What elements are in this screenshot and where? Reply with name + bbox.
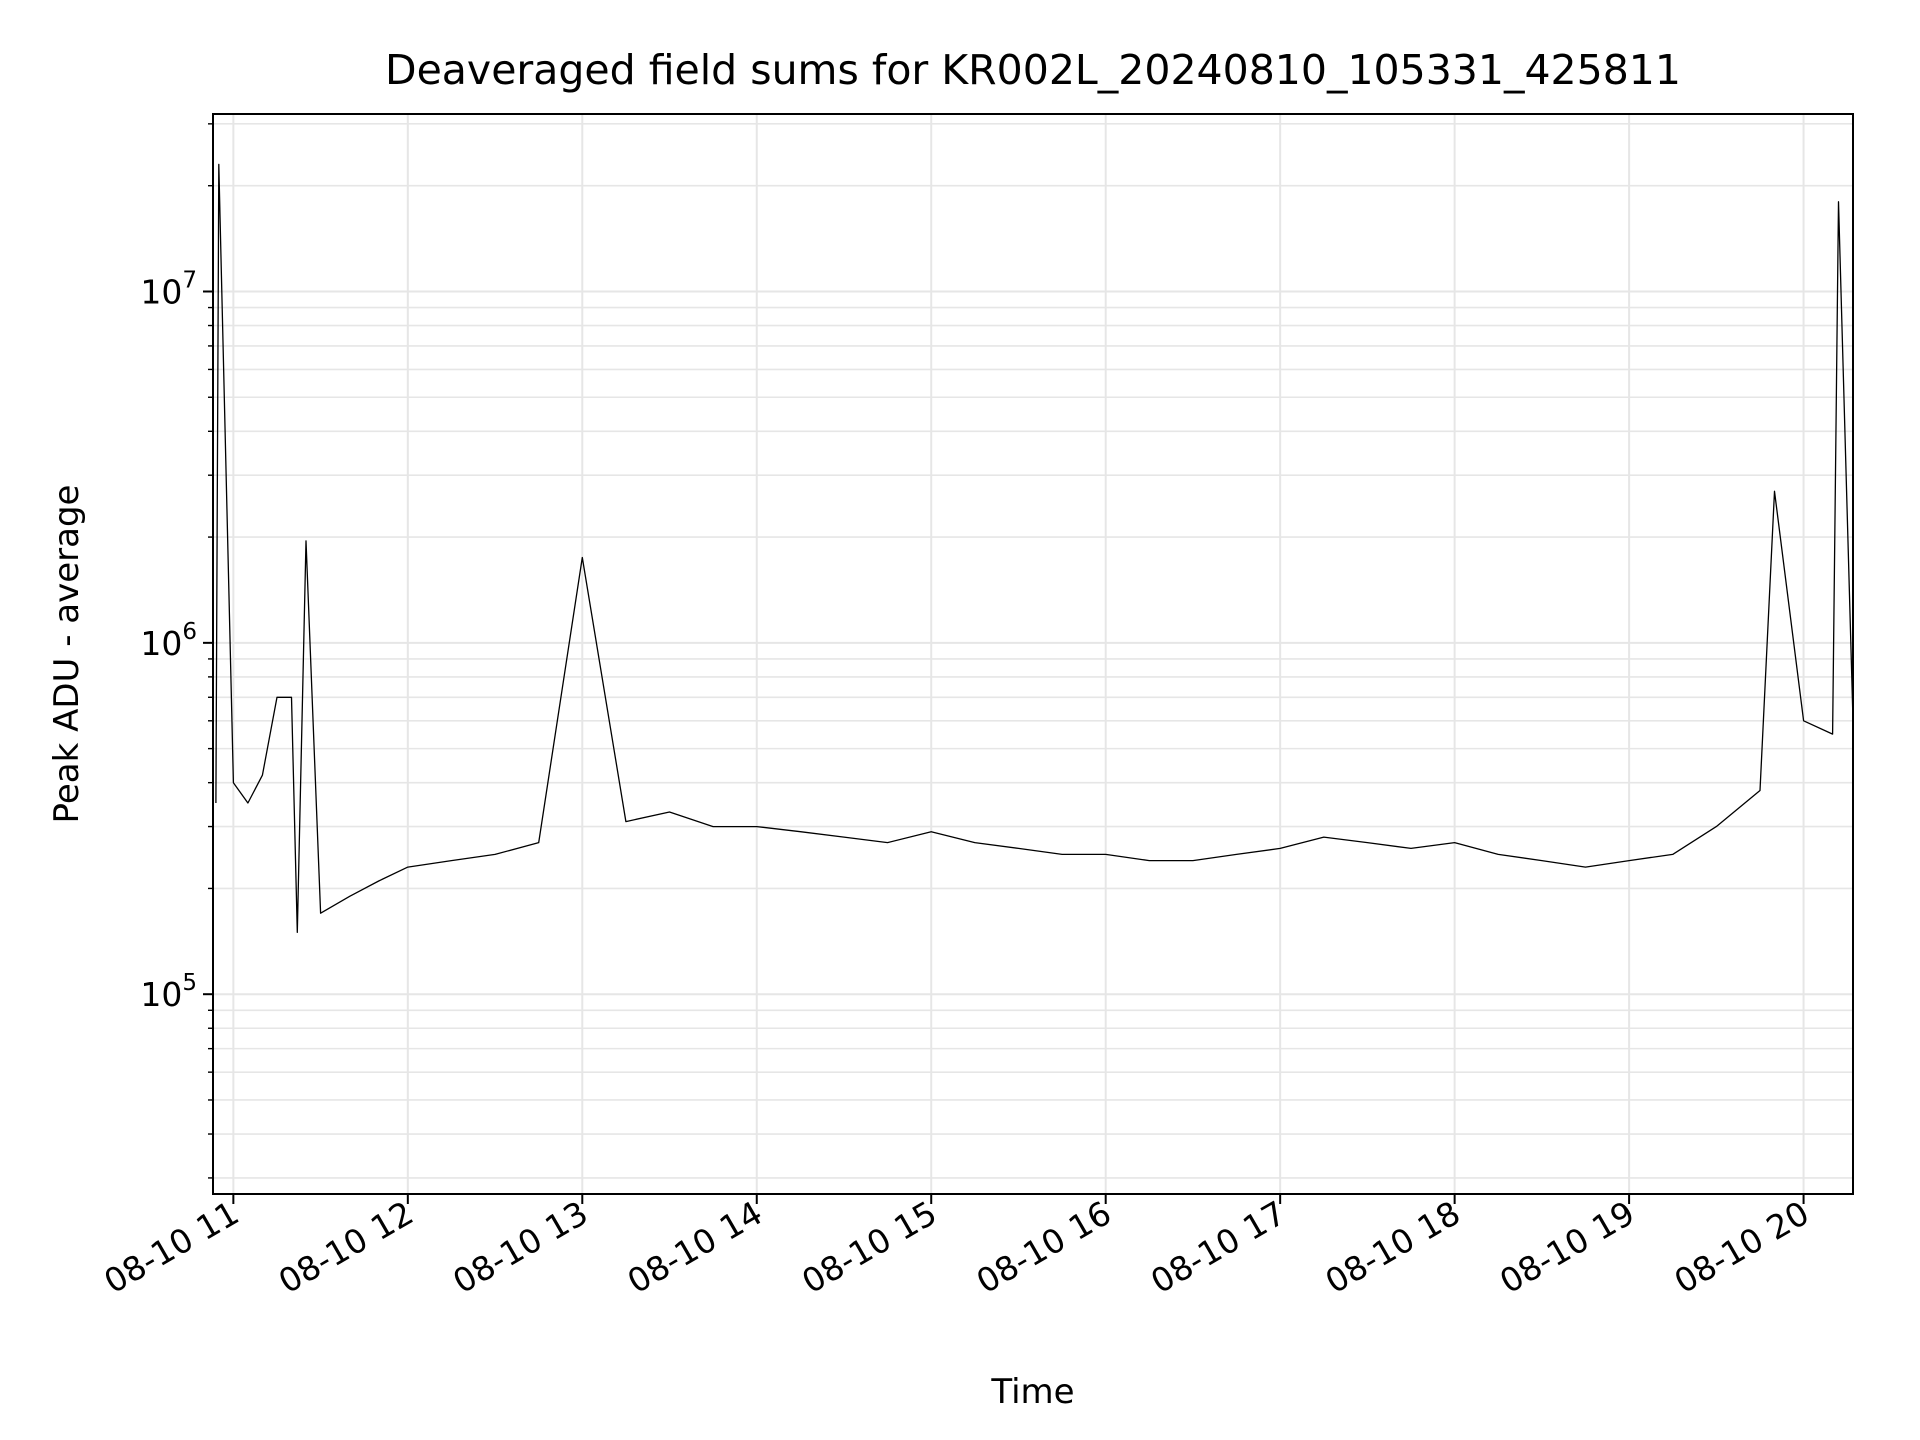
y-tick-label: 105 — [140, 970, 197, 1014]
y-axis-label: Peak ADU - average — [47, 485, 87, 824]
series-group — [215, 163, 1854, 933]
chart-title: Deaveraged field sums for KR002L_2024081… — [385, 46, 1681, 94]
x-axis-label: Time — [990, 1372, 1074, 1412]
series-line-0 — [215, 163, 1854, 933]
y-tick-label: 107 — [140, 267, 197, 311]
grid — [213, 114, 1853, 1194]
plot-frame — [212, 113, 1854, 1195]
y-ticks: 105 106 107 — [140, 123, 213, 1179]
y-tick-label: 106 — [140, 619, 197, 663]
